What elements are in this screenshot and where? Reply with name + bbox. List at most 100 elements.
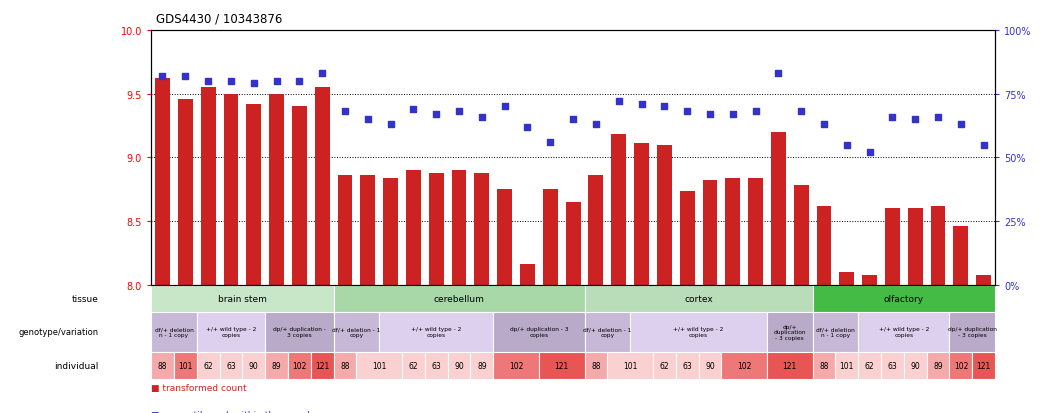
Bar bbox=[155, 79, 170, 285]
Point bbox=[246, 81, 263, 88]
Bar bbox=[813, 312, 859, 352]
Point bbox=[451, 109, 468, 116]
Text: +/+ wild type - 2
copies: +/+ wild type - 2 copies bbox=[673, 327, 724, 337]
Text: 101: 101 bbox=[372, 361, 387, 370]
Text: 90: 90 bbox=[705, 361, 715, 370]
Text: 121: 121 bbox=[976, 361, 991, 370]
Bar bbox=[817, 206, 832, 285]
Text: dp/+
duplication
- 3 copies: dp/+ duplication - 3 copies bbox=[773, 324, 807, 340]
Bar bbox=[539, 352, 585, 379]
Bar bbox=[174, 352, 197, 379]
Bar bbox=[859, 352, 882, 379]
Text: dp/+ duplication - 3
copies: dp/+ duplication - 3 copies bbox=[510, 327, 568, 337]
Bar bbox=[926, 352, 949, 379]
Bar bbox=[197, 312, 265, 352]
Point bbox=[268, 78, 284, 85]
Text: df/+ deletion - 1
copy: df/+ deletion - 1 copy bbox=[584, 327, 631, 337]
Bar bbox=[630, 312, 767, 352]
Text: 88: 88 bbox=[591, 361, 600, 370]
Point bbox=[588, 121, 604, 128]
Point bbox=[747, 109, 764, 116]
Point bbox=[862, 150, 878, 156]
Bar bbox=[315, 88, 329, 285]
Bar bbox=[653, 352, 676, 379]
Text: 63: 63 bbox=[226, 361, 235, 370]
Bar bbox=[333, 312, 379, 352]
Text: 89: 89 bbox=[477, 361, 487, 370]
Bar bbox=[767, 352, 813, 379]
Text: 88: 88 bbox=[157, 361, 168, 370]
Point bbox=[519, 124, 536, 131]
Point bbox=[952, 121, 969, 128]
Point bbox=[656, 104, 673, 110]
Bar bbox=[721, 352, 767, 379]
Bar bbox=[493, 352, 539, 379]
Bar bbox=[474, 173, 490, 285]
Bar bbox=[859, 312, 949, 352]
Point bbox=[884, 114, 900, 121]
Point bbox=[816, 121, 833, 128]
Bar bbox=[794, 186, 809, 285]
Bar bbox=[333, 352, 356, 379]
Bar bbox=[265, 312, 333, 352]
Text: 62: 62 bbox=[660, 361, 669, 370]
Bar bbox=[311, 352, 333, 379]
Bar bbox=[151, 312, 197, 352]
Bar bbox=[813, 285, 995, 312]
Text: 101: 101 bbox=[840, 361, 854, 370]
Bar bbox=[813, 352, 836, 379]
Bar bbox=[406, 171, 421, 285]
Bar bbox=[949, 312, 995, 352]
Point bbox=[793, 109, 810, 116]
Bar bbox=[702, 181, 717, 285]
Bar bbox=[836, 352, 859, 379]
Bar bbox=[356, 352, 402, 379]
Point bbox=[382, 121, 399, 128]
Bar bbox=[224, 95, 239, 285]
Text: +/+ wild type - 2
copies: +/+ wild type - 2 copies bbox=[878, 327, 929, 337]
Bar bbox=[748, 178, 763, 285]
Bar bbox=[269, 95, 284, 285]
Text: cortex: cortex bbox=[685, 294, 713, 303]
Bar bbox=[493, 312, 585, 352]
Bar bbox=[333, 285, 585, 312]
Text: 63: 63 bbox=[683, 361, 692, 370]
Bar bbox=[612, 135, 626, 285]
Bar bbox=[903, 352, 926, 379]
Point bbox=[907, 116, 923, 123]
Bar bbox=[771, 133, 786, 285]
Bar bbox=[862, 275, 877, 285]
Point bbox=[177, 73, 194, 80]
Text: ■ transformed count: ■ transformed count bbox=[151, 383, 247, 392]
Bar bbox=[698, 352, 721, 379]
Text: df/+ deletion - 1
copy: df/+ deletion - 1 copy bbox=[332, 327, 380, 337]
Bar bbox=[379, 312, 493, 352]
Point bbox=[314, 71, 330, 77]
Bar bbox=[585, 312, 630, 352]
Bar bbox=[931, 206, 945, 285]
Text: 101: 101 bbox=[623, 361, 638, 370]
Bar bbox=[288, 352, 311, 379]
Bar bbox=[585, 352, 607, 379]
Bar bbox=[679, 191, 695, 285]
Bar bbox=[543, 190, 557, 285]
Bar bbox=[885, 209, 900, 285]
Text: 102: 102 bbox=[737, 361, 751, 370]
Point bbox=[223, 78, 240, 85]
Point bbox=[678, 109, 695, 116]
Text: 88: 88 bbox=[341, 361, 350, 370]
Text: genotype/variation: genotype/variation bbox=[19, 328, 99, 337]
Bar bbox=[220, 352, 243, 379]
Point bbox=[291, 78, 307, 85]
Point bbox=[473, 114, 490, 121]
Point bbox=[496, 104, 513, 110]
Bar bbox=[676, 352, 698, 379]
Bar bbox=[292, 107, 306, 285]
Point bbox=[200, 78, 217, 85]
Point bbox=[359, 116, 376, 123]
Bar bbox=[201, 88, 216, 285]
Bar bbox=[656, 145, 672, 285]
Text: 63: 63 bbox=[888, 361, 897, 370]
Bar bbox=[976, 275, 991, 285]
Bar bbox=[470, 352, 493, 379]
